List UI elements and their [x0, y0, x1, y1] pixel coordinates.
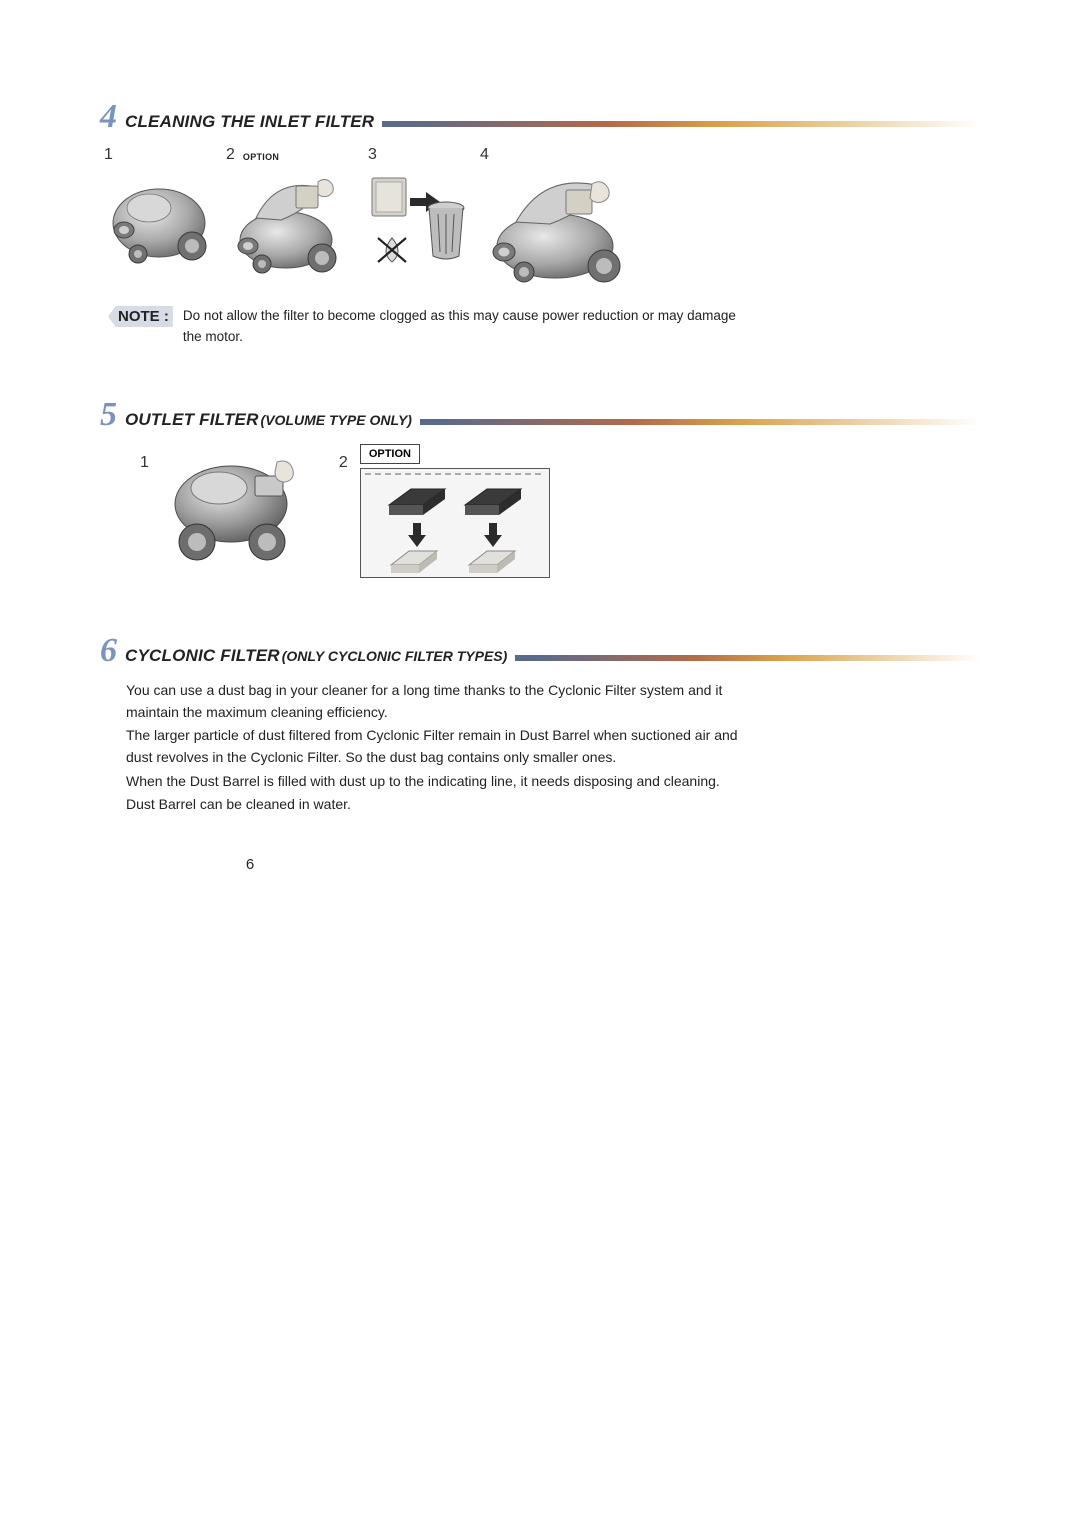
section-6-qualifier: (ONLY CYCLONIC FILTER TYPES) — [282, 648, 508, 664]
section-6-header: 6 CYCLONIC FILTER (ONLY CYCLONIC FILTER … — [100, 634, 980, 668]
page-number: 6 — [0, 856, 500, 873]
step-label: 1 — [140, 454, 149, 472]
section-6: 6 CYCLONIC FILTER (ONLY CYCLONIC FILTER … — [100, 634, 980, 816]
section-6-para-2: The larger particle of dust filtered fro… — [126, 725, 766, 768]
section-6-body: You can use a dust bag in your cleaner f… — [126, 680, 766, 816]
option-tag: OPTION — [243, 152, 279, 162]
section-5-qualifier: (VOLUME TYPE ONLY) — [261, 412, 412, 428]
filter-options-photo — [360, 468, 550, 578]
step-label: 4 — [480, 146, 489, 164]
vacuum-rear-hand-icon — [159, 444, 309, 564]
vacuum-open-large-icon — [480, 168, 640, 288]
manual-page: 4 CLEANING THE INLET FILTER 1 — [100, 100, 980, 873]
section-5-number: 5 — [100, 398, 117, 432]
section-5-title: OUTLET FILTER — [125, 410, 259, 430]
vacuum-closed-icon — [104, 168, 214, 268]
section-5-rule — [420, 418, 980, 426]
section-6-para-1: You can use a dust bag in your cleaner f… — [126, 680, 766, 723]
step-label: 1 — [104, 146, 113, 164]
section-6-number: 6 — [100, 634, 117, 668]
step-label: 2 — [226, 146, 235, 164]
section-5-step-2: 2 OPTION — [339, 444, 550, 578]
section-4-rule — [382, 120, 980, 128]
option-box: OPTION — [360, 444, 420, 464]
section-5: 5 OUTLET FILTER (VOLUME TYPE ONLY) 1 — [100, 398, 980, 578]
section-4-step-1: 1 — [104, 146, 214, 268]
section-5-step-1: 1 — [140, 444, 309, 564]
section-4-step-4: 4 — [480, 146, 640, 288]
filter-to-bin-icon — [368, 168, 468, 278]
note-badge: NOTE : — [108, 306, 173, 327]
note-text: Do not allow the filter to become clogge… — [183, 306, 743, 348]
filter-options-icon — [361, 469, 550, 578]
section-6-para-4: Dust Barrel can be cleaned in water. — [126, 794, 766, 816]
section-4-step-2: 2 OPTION — [226, 146, 356, 278]
section-6-title: CYCLONIC FILTER — [125, 646, 280, 666]
step-label: 3 — [368, 146, 377, 164]
section-6-para-3: When the Dust Barrel is filled with dust… — [126, 771, 766, 793]
section-4-number: 4 — [100, 100, 117, 134]
section-5-steps: 1 — [140, 444, 980, 578]
section-5-option-panel: OPTION — [360, 444, 550, 578]
section-6-rule — [515, 654, 980, 662]
vacuum-open-hand-icon — [226, 168, 356, 278]
section-4-header: 4 CLEANING THE INLET FILTER — [100, 100, 980, 134]
section-5-header: 5 OUTLET FILTER (VOLUME TYPE ONLY) — [100, 398, 980, 432]
section-4-title: CLEANING THE INLET FILTER — [125, 112, 374, 132]
section-4: 4 CLEANING THE INLET FILTER 1 — [100, 100, 980, 348]
section-4-steps: 1 — [104, 146, 980, 288]
section-4-step-3: 3 — [368, 146, 468, 278]
section-4-note: NOTE : Do not allow the filter to become… — [108, 306, 980, 348]
step-label: 2 — [339, 454, 348, 472]
